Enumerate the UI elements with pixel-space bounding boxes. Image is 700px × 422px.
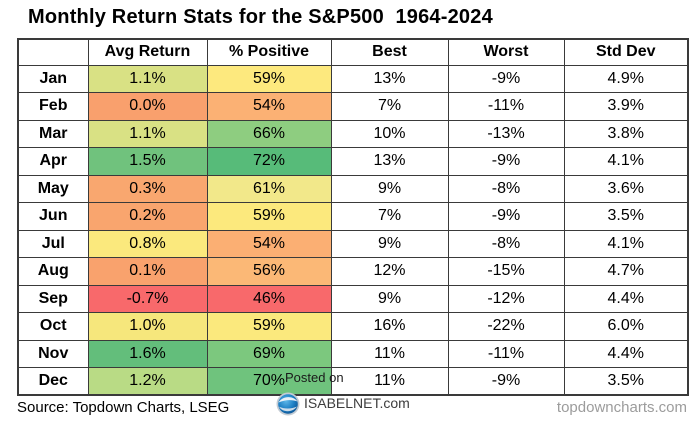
table-row-feb: Feb 0.0% 54% 7% -11% 3.9% [17,92,689,121]
std-dev-cell: 6.0% [563,312,689,341]
monthly-stats-table: Avg Return % Positive Best Worst Std Dev… [17,38,689,396]
worst-cell: -9% [447,202,565,231]
avg-return-cell: 0.1% [87,257,208,286]
pct-positive-cell: 59% [206,312,332,341]
pct-positive-cell: 72% [206,147,332,176]
best-cell: 11% [330,339,449,368]
table-row-apr: Apr 1.5% 72% 13% -9% 4.1% [17,147,689,176]
best-cell: 9% [330,284,449,313]
month-label: Oct [17,312,89,341]
avg-return-cell: 0.0% [87,92,208,121]
header-row: Avg Return % Positive Best Worst Std Dev [17,38,689,66]
month-label: Jun [17,202,89,231]
col-header-avg-return: Avg Return [87,38,208,66]
avg-return-cell: 1.1% [87,119,208,148]
table-row-sep: Sep -0.7% 46% 9% -12% 4.4% [17,284,689,313]
month-label: Feb [17,92,89,121]
table-row-jan: Jan 1.1% 59% 13% -9% 4.9% [17,64,689,93]
source-credit: Source: Topdown Charts, LSEG [17,399,230,416]
table-row-mar: Mar 1.1% 66% 10% -13% 3.8% [17,119,689,148]
isabelnet-logo-icon [276,392,300,416]
avg-return-cell: 0.8% [87,229,208,258]
month-label: May [17,174,89,203]
col-header-pct-positive: % Positive [206,38,332,66]
col-header-best: Best [330,38,449,66]
month-label: Apr [17,147,89,176]
pct-positive-cell: 56% [206,257,332,286]
avg-return-cell: 1.1% [87,64,208,93]
table-row-jul: Jul 0.8% 54% 9% -8% 4.1% [17,229,689,258]
std-dev-cell: 4.1% [563,229,689,258]
pct-positive-cell: 59% [206,202,332,231]
best-cell: 7% [330,92,449,121]
avg-return-cell: -0.7% [87,284,208,313]
month-label: Jan [17,64,89,93]
worst-cell: -9% [447,64,565,93]
month-label: Mar [17,119,89,148]
best-cell: 16% [330,312,449,341]
avg-return-cell: 0.2% [87,202,208,231]
best-cell: 7% [330,202,449,231]
avg-return-cell: 1.6% [87,339,208,368]
worst-cell: -22% [447,312,565,341]
pct-positive-cell: 46% [206,284,332,313]
best-cell: 13% [330,147,449,176]
table-row-jun: Jun 0.2% 59% 7% -9% 3.5% [17,202,689,231]
std-dev-cell: 3.5% [563,367,689,396]
best-cell: 12% [330,257,449,286]
month-label: Dec [17,367,89,396]
best-cell: 13% [330,64,449,93]
worst-cell: -8% [447,174,565,203]
col-header-month [17,38,89,66]
table-row-may: May 0.3% 61% 9% -8% 3.6% [17,174,689,203]
std-dev-cell: 3.8% [563,119,689,148]
std-dev-cell: 4.7% [563,257,689,286]
topdowncharts-url: topdowncharts.com [556,399,687,416]
table-row-dec: Dec 1.2% 70% 11% -9% 3.5% [17,367,689,396]
worst-cell: -9% [447,367,565,396]
std-dev-cell: 4.4% [563,284,689,313]
best-cell: 10% [330,119,449,148]
month-label: Nov [17,339,89,368]
watermark-posted-on: Posted on [285,370,344,385]
worst-cell: -15% [447,257,565,286]
pct-positive-cell: 61% [206,174,332,203]
avg-return-cell: 1.5% [87,147,208,176]
isabelnet-brand-text: ISABELNET.com [304,395,410,411]
std-dev-cell: 4.1% [563,147,689,176]
pct-positive-cell: 66% [206,119,332,148]
std-dev-cell: 4.9% [563,64,689,93]
avg-return-cell: 0.3% [87,174,208,203]
table-row-aug: Aug 0.1% 56% 12% -15% 4.7% [17,257,689,286]
chart-title: Monthly Return Stats for the S&P500 1964… [28,6,493,28]
std-dev-cell: 3.6% [563,174,689,203]
worst-cell: -12% [447,284,565,313]
pct-positive-cell: 54% [206,92,332,121]
avg-return-cell: 1.2% [87,367,208,396]
std-dev-cell: 3.9% [563,92,689,121]
worst-cell: -9% [447,147,565,176]
std-dev-cell: 3.5% [563,202,689,231]
month-label: Sep [17,284,89,313]
best-cell: 9% [330,229,449,258]
worst-cell: -13% [447,119,565,148]
avg-return-cell: 1.0% [87,312,208,341]
pct-positive-cell: 54% [206,229,332,258]
month-label: Jul [17,229,89,258]
month-label: Aug [17,257,89,286]
worst-cell: -8% [447,229,565,258]
col-header-std-dev: Std Dev [563,38,689,66]
table-row-nov: Nov 1.6% 69% 11% -11% 4.4% [17,339,689,368]
table-row-oct: Oct 1.0% 59% 16% -22% 6.0% [17,312,689,341]
worst-cell: -11% [447,339,565,368]
worst-cell: -11% [447,92,565,121]
pct-positive-cell: 69% [206,339,332,368]
pct-positive-cell: 59% [206,64,332,93]
best-cell: 11% [330,367,449,396]
best-cell: 9% [330,174,449,203]
std-dev-cell: 4.4% [563,339,689,368]
col-header-worst: Worst [447,38,565,66]
pct-positive-cell: 70% [206,367,332,396]
